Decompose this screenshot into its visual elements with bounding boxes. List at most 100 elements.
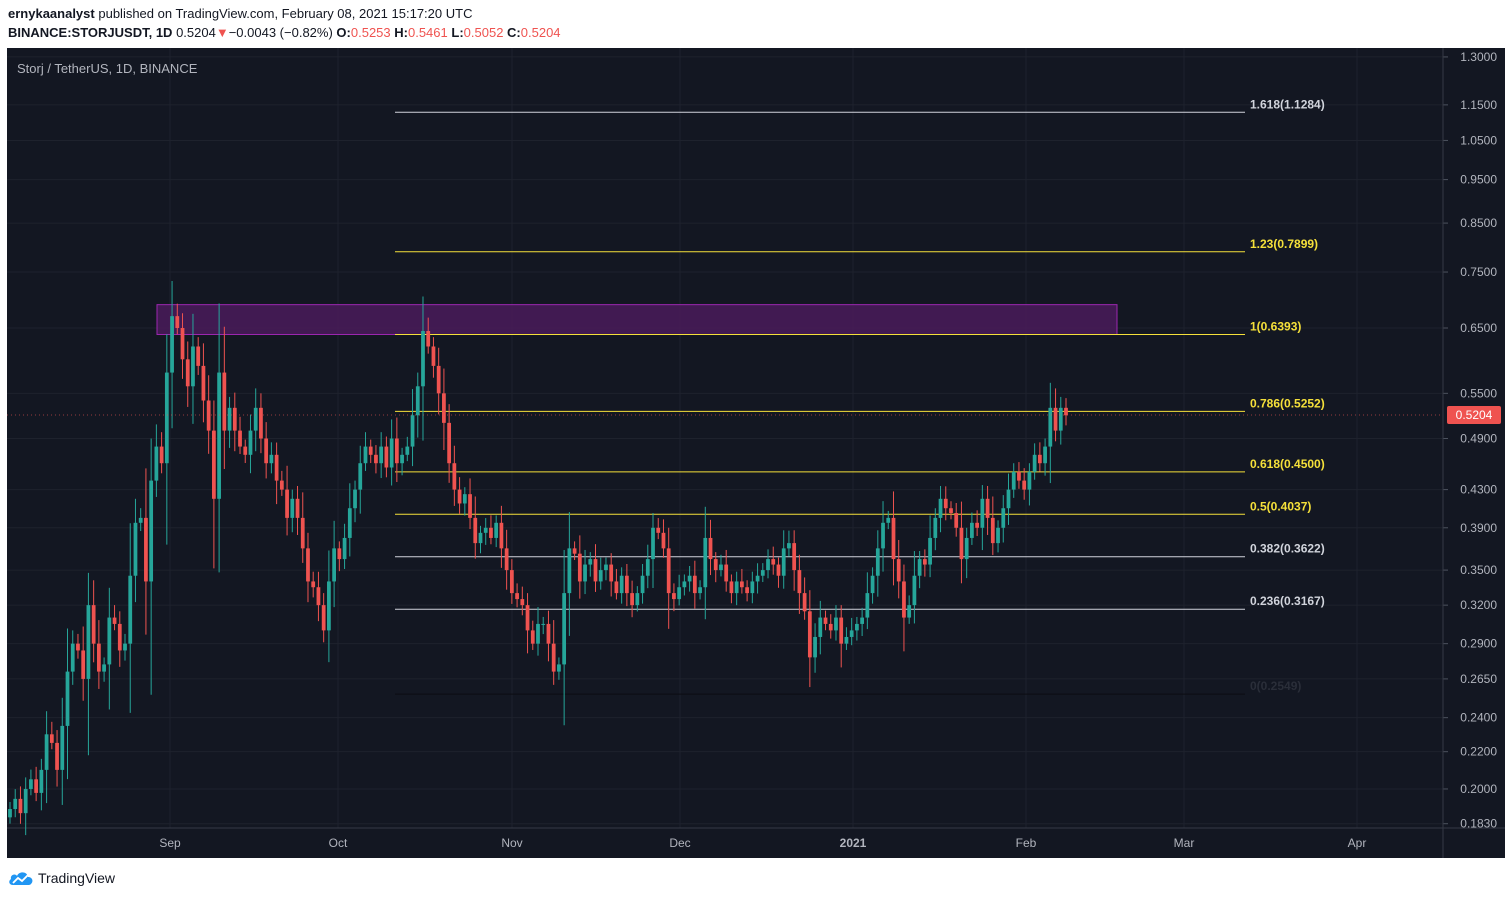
candle-body bbox=[943, 498, 948, 509]
candle-body bbox=[891, 517, 896, 560]
candle-body bbox=[970, 522, 974, 538]
candle-body bbox=[996, 527, 1000, 544]
candle-body bbox=[499, 522, 504, 549]
candle-body bbox=[886, 517, 891, 523]
candle-body bbox=[102, 664, 106, 672]
candle-body bbox=[672, 593, 676, 600]
candle-body bbox=[389, 438, 394, 468]
candle-body bbox=[1064, 407, 1068, 416]
candle-body bbox=[34, 779, 39, 793]
candle-body bbox=[368, 446, 373, 455]
price-axis-label: 0.4900 bbox=[1460, 432, 1497, 446]
candle-body bbox=[844, 636, 849, 644]
candle-body bbox=[577, 553, 582, 582]
candle-body bbox=[729, 581, 734, 594]
candle-body bbox=[515, 593, 519, 600]
candle-body bbox=[316, 587, 321, 606]
candle-body bbox=[881, 522, 885, 549]
symbol-interval: BINANCE:STORJUSDT, 1D bbox=[8, 25, 173, 40]
candle-body bbox=[306, 548, 310, 582]
high-value: 0.5461 bbox=[407, 25, 448, 40]
candle-body bbox=[358, 463, 363, 490]
price-axis-label: 0.5500 bbox=[1460, 386, 1497, 400]
candle-body bbox=[875, 548, 880, 576]
candle-body bbox=[70, 643, 75, 672]
candle-body bbox=[290, 498, 295, 518]
candle-body bbox=[1022, 480, 1027, 490]
candle-body bbox=[374, 454, 378, 464]
candle-body bbox=[431, 346, 436, 366]
candle-body bbox=[724, 564, 729, 582]
candle-body bbox=[206, 400, 211, 431]
candle-body bbox=[1058, 407, 1063, 431]
candle-body bbox=[813, 636, 817, 658]
fib-level-label: 0(0.2549) bbox=[1250, 679, 1301, 693]
candle-body bbox=[938, 498, 943, 518]
candle-body bbox=[635, 593, 640, 606]
tradingview-logo[interactable]: TradingView bbox=[8, 870, 115, 886]
chart-area[interactable] bbox=[7, 48, 1505, 858]
tradingview-brand: TradingView bbox=[38, 870, 116, 886]
candle-body bbox=[870, 575, 875, 594]
fib-level-label: 0.5(0.4037) bbox=[1250, 499, 1311, 513]
price-axis-label: 0.6500 bbox=[1460, 321, 1497, 335]
candle-body bbox=[405, 446, 410, 455]
candle-body bbox=[384, 446, 389, 468]
candle-body bbox=[677, 587, 682, 600]
candle-body bbox=[557, 664, 561, 672]
candle-body bbox=[818, 617, 823, 637]
candle-body bbox=[415, 386, 420, 416]
candle-body bbox=[807, 611, 812, 658]
candle-body bbox=[18, 798, 23, 814]
price-axis-label: 1.1500 bbox=[1460, 98, 1497, 112]
candle-body bbox=[65, 671, 70, 726]
candle-body bbox=[525, 605, 530, 631]
candle-body bbox=[719, 564, 723, 571]
candle-body bbox=[29, 779, 33, 789]
candle-body bbox=[23, 788, 28, 814]
price-axis-label: 0.7500 bbox=[1460, 265, 1497, 279]
fib-level-label: 1.23(0.7899) bbox=[1250, 237, 1318, 251]
candle-body bbox=[138, 517, 143, 523]
candle-body bbox=[337, 548, 342, 560]
price-axis-label: 0.3200 bbox=[1460, 598, 1497, 612]
price-change: −0.0043 (−0.82%) bbox=[228, 25, 333, 40]
candle-body bbox=[494, 522, 499, 538]
candle-body bbox=[1011, 471, 1016, 490]
last-price: 0.5204 bbox=[176, 25, 216, 40]
candle-body bbox=[400, 454, 404, 464]
fib-level-label: 0.236(0.3167) bbox=[1250, 594, 1325, 608]
symbol-info: BINANCE:STORJUSDT, 1D 0.5204▼−0.0043 (−0… bbox=[8, 25, 561, 40]
candle-body bbox=[750, 581, 755, 594]
candle-body bbox=[980, 498, 985, 528]
candle-body bbox=[49, 734, 54, 743]
supply-zone-rectangle[interactable] bbox=[156, 304, 1118, 335]
candle-body bbox=[787, 543, 791, 549]
candle-body bbox=[598, 570, 603, 582]
candle-body bbox=[196, 346, 201, 366]
candle-body bbox=[745, 587, 749, 594]
candle-body bbox=[855, 623, 859, 631]
candle-body bbox=[274, 454, 279, 481]
fib-level-label: 1.618(1.1284) bbox=[1250, 97, 1325, 111]
candle-body bbox=[520, 599, 525, 606]
candle-body bbox=[154, 446, 159, 481]
candle-body bbox=[860, 617, 865, 624]
candle-body bbox=[269, 454, 274, 464]
candle-body bbox=[896, 559, 901, 582]
author-name[interactable]: ernykaanalyst bbox=[8, 6, 95, 21]
candle-body bbox=[149, 480, 154, 582]
candle-body bbox=[703, 537, 708, 588]
candle-body bbox=[593, 559, 598, 582]
candle-body bbox=[170, 316, 174, 373]
candle-body bbox=[462, 494, 467, 504]
candle-body bbox=[546, 623, 551, 644]
candle-body bbox=[159, 446, 164, 464]
candle-body bbox=[1037, 454, 1042, 464]
candle-body bbox=[300, 517, 305, 549]
candle-body bbox=[238, 430, 242, 447]
candle-body bbox=[91, 605, 96, 644]
candle-body bbox=[964, 537, 969, 560]
candle-body bbox=[849, 630, 854, 637]
